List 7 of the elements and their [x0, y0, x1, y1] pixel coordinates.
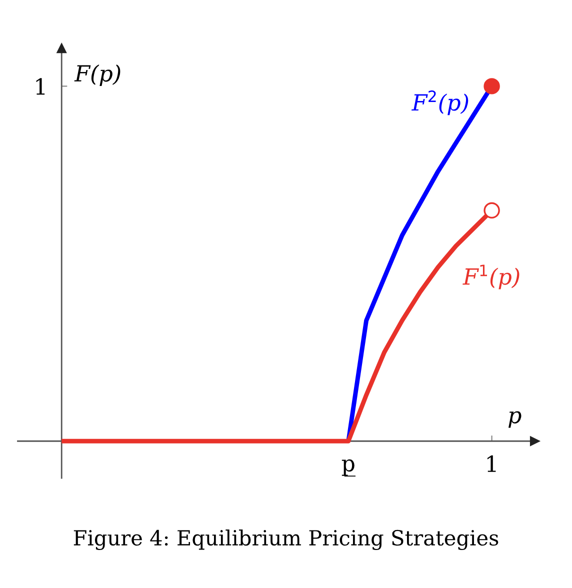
series-label: F$^{2}$(p)	[411, 90, 468, 116]
series-label: F$^{1}$(p)	[462, 264, 520, 290]
text: Figure 4: Equilibrium Pricing Strategies	[74, 530, 498, 550]
y-axis-title: F(p)	[74, 64, 120, 86]
text: 1	[36, 78, 45, 95]
x-tick-label: p̲	[342, 459, 356, 477]
x-axis-title: p	[508, 411, 522, 428]
